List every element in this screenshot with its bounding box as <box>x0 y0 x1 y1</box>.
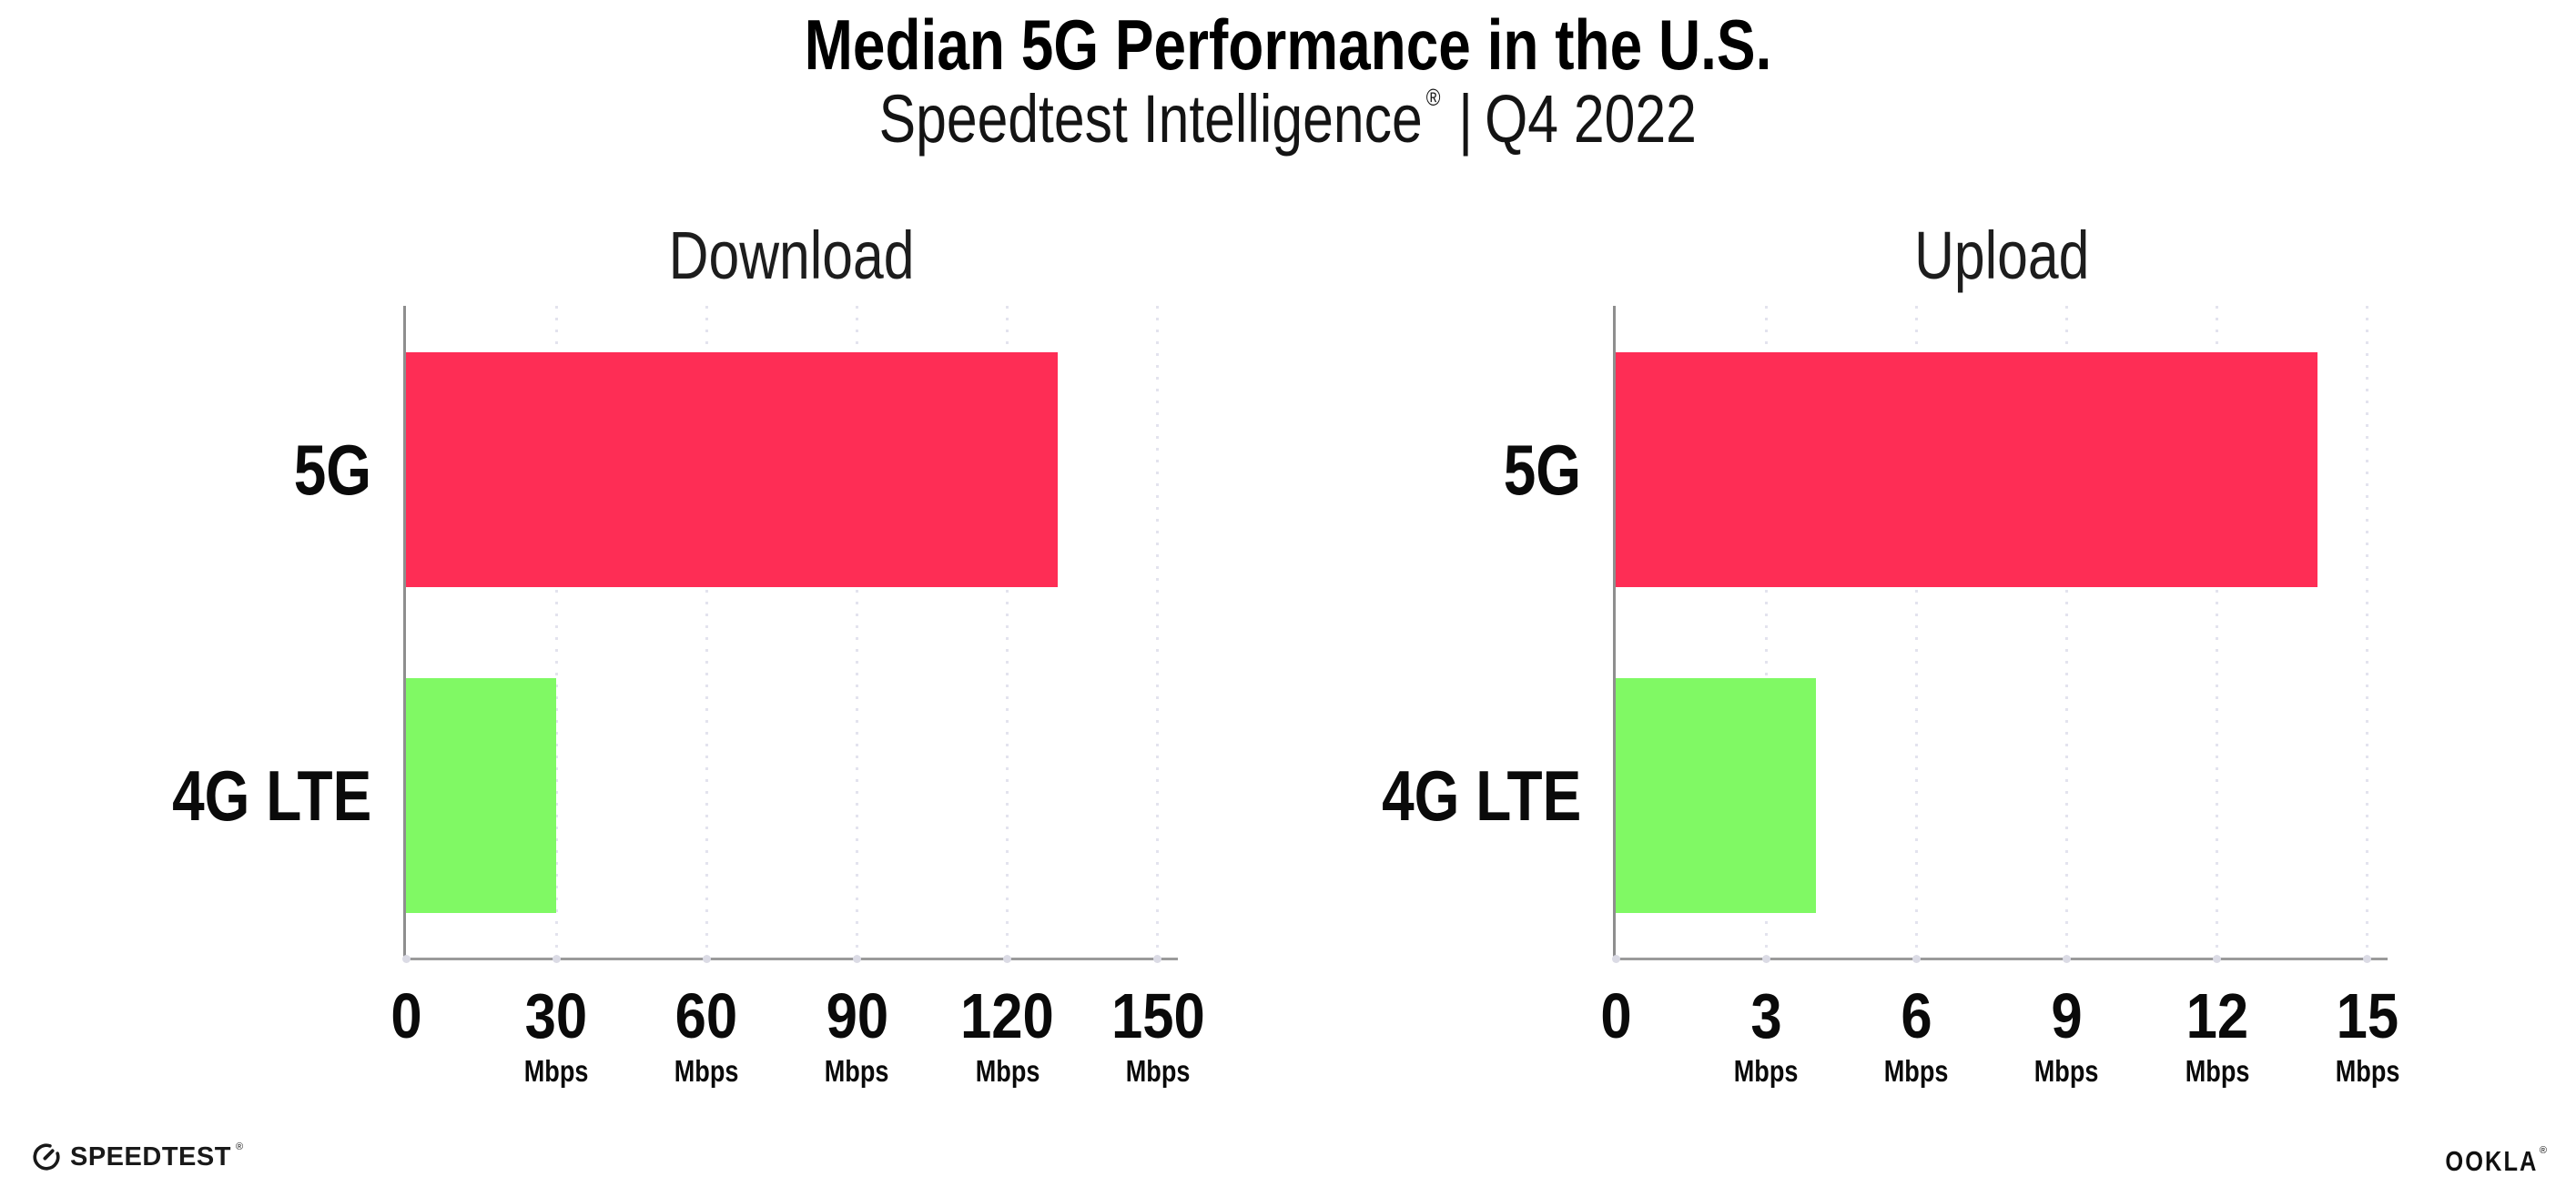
speedtest-gauge-icon <box>33 1143 60 1171</box>
axis-tick-dot-0-download <box>401 955 411 963</box>
tick-unit-label-90-download: Mbps <box>825 1054 889 1088</box>
speedtest-logo: SPEEDTEST ® <box>31 1140 243 1174</box>
axis-tick-dot-15-upload <box>2363 955 2372 963</box>
category-label-4g-lte-upload: 4G LTE <box>1381 756 1581 836</box>
registered-trademark-icon: ® <box>1426 84 1441 111</box>
axis-tick-dot-6-upload <box>1912 955 1921 963</box>
download-panel-title: Download <box>669 218 915 293</box>
gridline-9-upload <box>2065 306 2069 958</box>
axis-tick-dot-3-upload <box>1761 955 1770 963</box>
gridline-60-download <box>705 306 708 958</box>
upload-chart-panel: Upload 0 3 Mbps 6 Mbps 9 Mbps 12 Mbps 15 Mbps 5G 4G … <box>1382 218 2399 1088</box>
speedtest-wordmark: SPEEDTEST <box>70 1141 231 1172</box>
category-label-5g-upload: 5G <box>1503 430 1581 510</box>
tick-unit-label-12-upload: Mbps <box>2185 1054 2250 1088</box>
upload-panel-title: Upload <box>1913 218 2090 293</box>
axis-tick-dot-12-upload <box>2213 955 2222 963</box>
axis-tick-dot-90-download <box>853 955 862 963</box>
tick-label-6-upload: 6 <box>1901 980 1932 1051</box>
subtitle-period: Q4 2022 <box>1485 81 1698 157</box>
gridline-6-upload <box>1914 306 1918 958</box>
5g-bar-upload <box>1616 352 2317 587</box>
tick-unit-label-150-download: Mbps <box>1125 1054 1191 1088</box>
5g-bar-download <box>406 352 1058 587</box>
tick-unit-label-6-upload: Mbps <box>1884 1054 1949 1088</box>
gridline-12-upload <box>2216 306 2219 958</box>
gridline-15-upload <box>2366 306 2369 958</box>
tick-label-3-upload: 3 <box>1750 980 1782 1051</box>
page-title-text: Median 5G Performance in the U.S. <box>804 5 1772 85</box>
gridline-120-download <box>1006 306 1009 958</box>
tick-unit-label-60-download: Mbps <box>674 1054 739 1088</box>
subtitle-brand: Speedtest Intelligence <box>878 81 1423 157</box>
tick-label-15-upload: 15 <box>2336 980 2399 1051</box>
tick-label-12-upload: 12 <box>2186 980 2249 1051</box>
gridline-3-upload <box>1764 306 1768 958</box>
tick-label-0-upload: 0 <box>1599 980 1632 1051</box>
tick-label-90-download: 90 <box>826 980 888 1051</box>
category-label-4g-lte-download: 4G LTE <box>171 756 371 836</box>
subtitle-separator: | <box>1458 81 1474 157</box>
gridline-90-download <box>856 306 859 958</box>
4g-lte-bar-upload <box>1616 678 1817 913</box>
axis-tick-dot-120-download <box>1003 955 1012 963</box>
tick-unit-label-30-download: Mbps <box>523 1054 589 1088</box>
tick-label-0-download: 0 <box>390 980 422 1051</box>
tick-label-30-download: 30 <box>524 980 588 1051</box>
tick-unit-label-120-download: Mbps <box>975 1054 1040 1088</box>
category-label-5g-download: 5G <box>293 430 371 510</box>
ookla-logo: OOKLA ® <box>2425 1145 2547 1178</box>
speedtest-registered-mark-icon: ® <box>235 1141 244 1152</box>
tick-label-150-download: 150 <box>1111 980 1205 1051</box>
axis-tick-dot-0-upload <box>1611 955 1620 963</box>
tick-unit-label-3-upload: Mbps <box>1733 1054 1799 1088</box>
download-chart-panel: Download 0 30 Mbps 60 Mbps 90 Mbps 120 Mbps 150 Mb… <box>172 218 1204 1088</box>
ookla-registered-mark-icon: ® <box>2539 1145 2547 1156</box>
tick-label-9-upload: 9 <box>2051 980 2083 1051</box>
axis-tick-dot-30-download <box>552 955 561 963</box>
tick-unit-label-9-upload: Mbps <box>2034 1054 2099 1088</box>
tick-unit-label-15-upload: Mbps <box>2335 1054 2400 1088</box>
ookla-wordmark: OOKLA <box>2445 1145 2539 1177</box>
page-subtitle: Speedtest Intelligence ® | Q4 2022 <box>0 80 2576 157</box>
axis-tick-dot-60-download <box>702 955 711 963</box>
4g-lte-bar-download <box>406 678 557 913</box>
gridline-30-download <box>554 306 558 958</box>
page-title: Median 5G Performance in the U.S. <box>0 4 2576 86</box>
tick-label-120-download: 120 <box>960 980 1055 1051</box>
gridline-150-download <box>1156 306 1160 958</box>
tick-label-60-download: 60 <box>675 980 738 1051</box>
axis-tick-dot-150-download <box>1153 955 1162 963</box>
axis-tick-dot-9-upload <box>2063 955 2072 963</box>
